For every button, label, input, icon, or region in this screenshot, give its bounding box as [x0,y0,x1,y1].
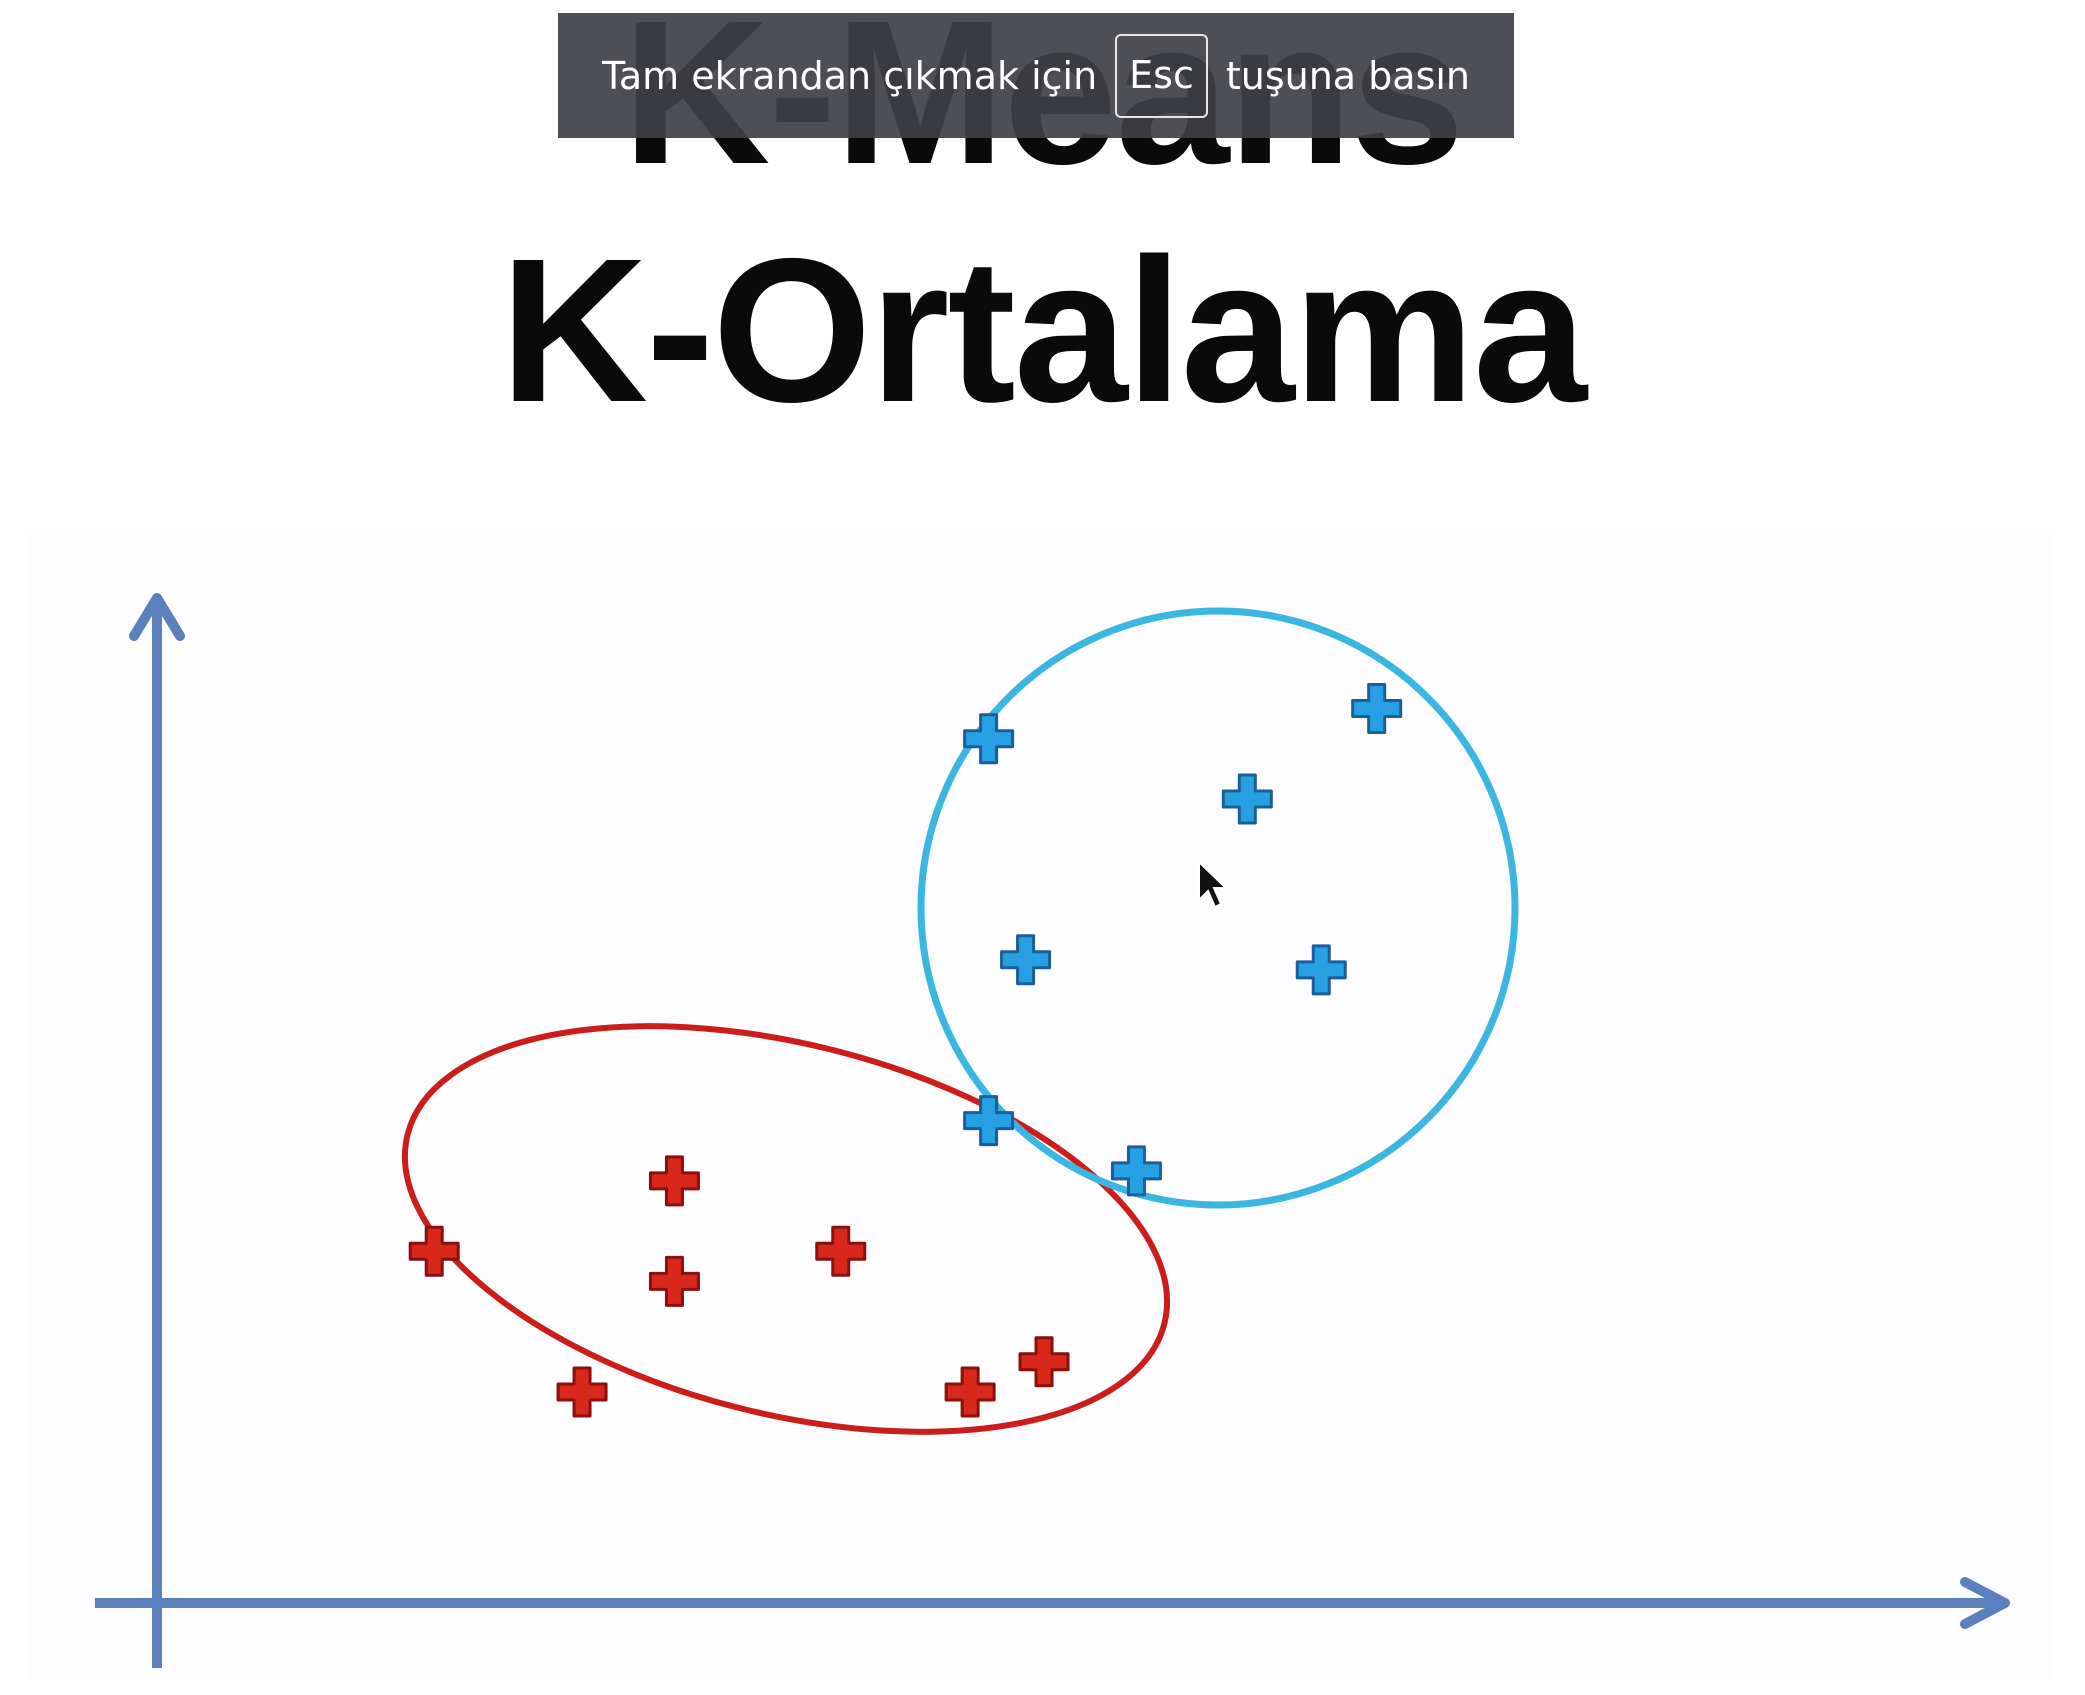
red-cluster-boundary [401,1023,1171,1435]
red-plus-point-4 [556,1366,608,1418]
blue-cluster-boundary [917,607,1519,1209]
red-plus-point-7 [1018,1336,1070,1388]
blue-plus-point-7 [1110,1145,1162,1197]
red-plus-point-3 [648,1255,700,1307]
blue-plus-point-6 [963,1095,1015,1147]
plot-background [30,530,2050,1680]
slide-title-turkish: K-Ortalama [499,216,1587,445]
blue-plus-point-5 [1295,944,1347,996]
fullscreen-notice-text-before: Tam ekrandan çıkmak için [601,53,1098,98]
blue-plus-point-3 [1351,683,1403,735]
blue-plus-point-4 [1000,934,1052,986]
blue-plus-point-2 [1221,773,1273,825]
x-axis-arrowhead [1960,1577,2010,1629]
y-axis-arrowhead [129,593,185,641]
cursor-arrow-icon [1198,859,1229,909]
data-points [408,683,1403,1418]
red-plus-point-2 [648,1155,700,1207]
blue-plus-point-1 [963,713,1015,765]
red-plus-point-1 [408,1225,460,1277]
red-plus-point-5 [815,1225,867,1277]
red-plus-point-6 [944,1366,996,1418]
fullscreen-notice-text-after: tuşuna basın [1225,53,1471,98]
esc-key-badge: Esc [1115,33,1208,118]
fullscreen-exit-notice: Tam ekrandan çıkmak için Esc tuşuna bası… [558,13,1514,138]
